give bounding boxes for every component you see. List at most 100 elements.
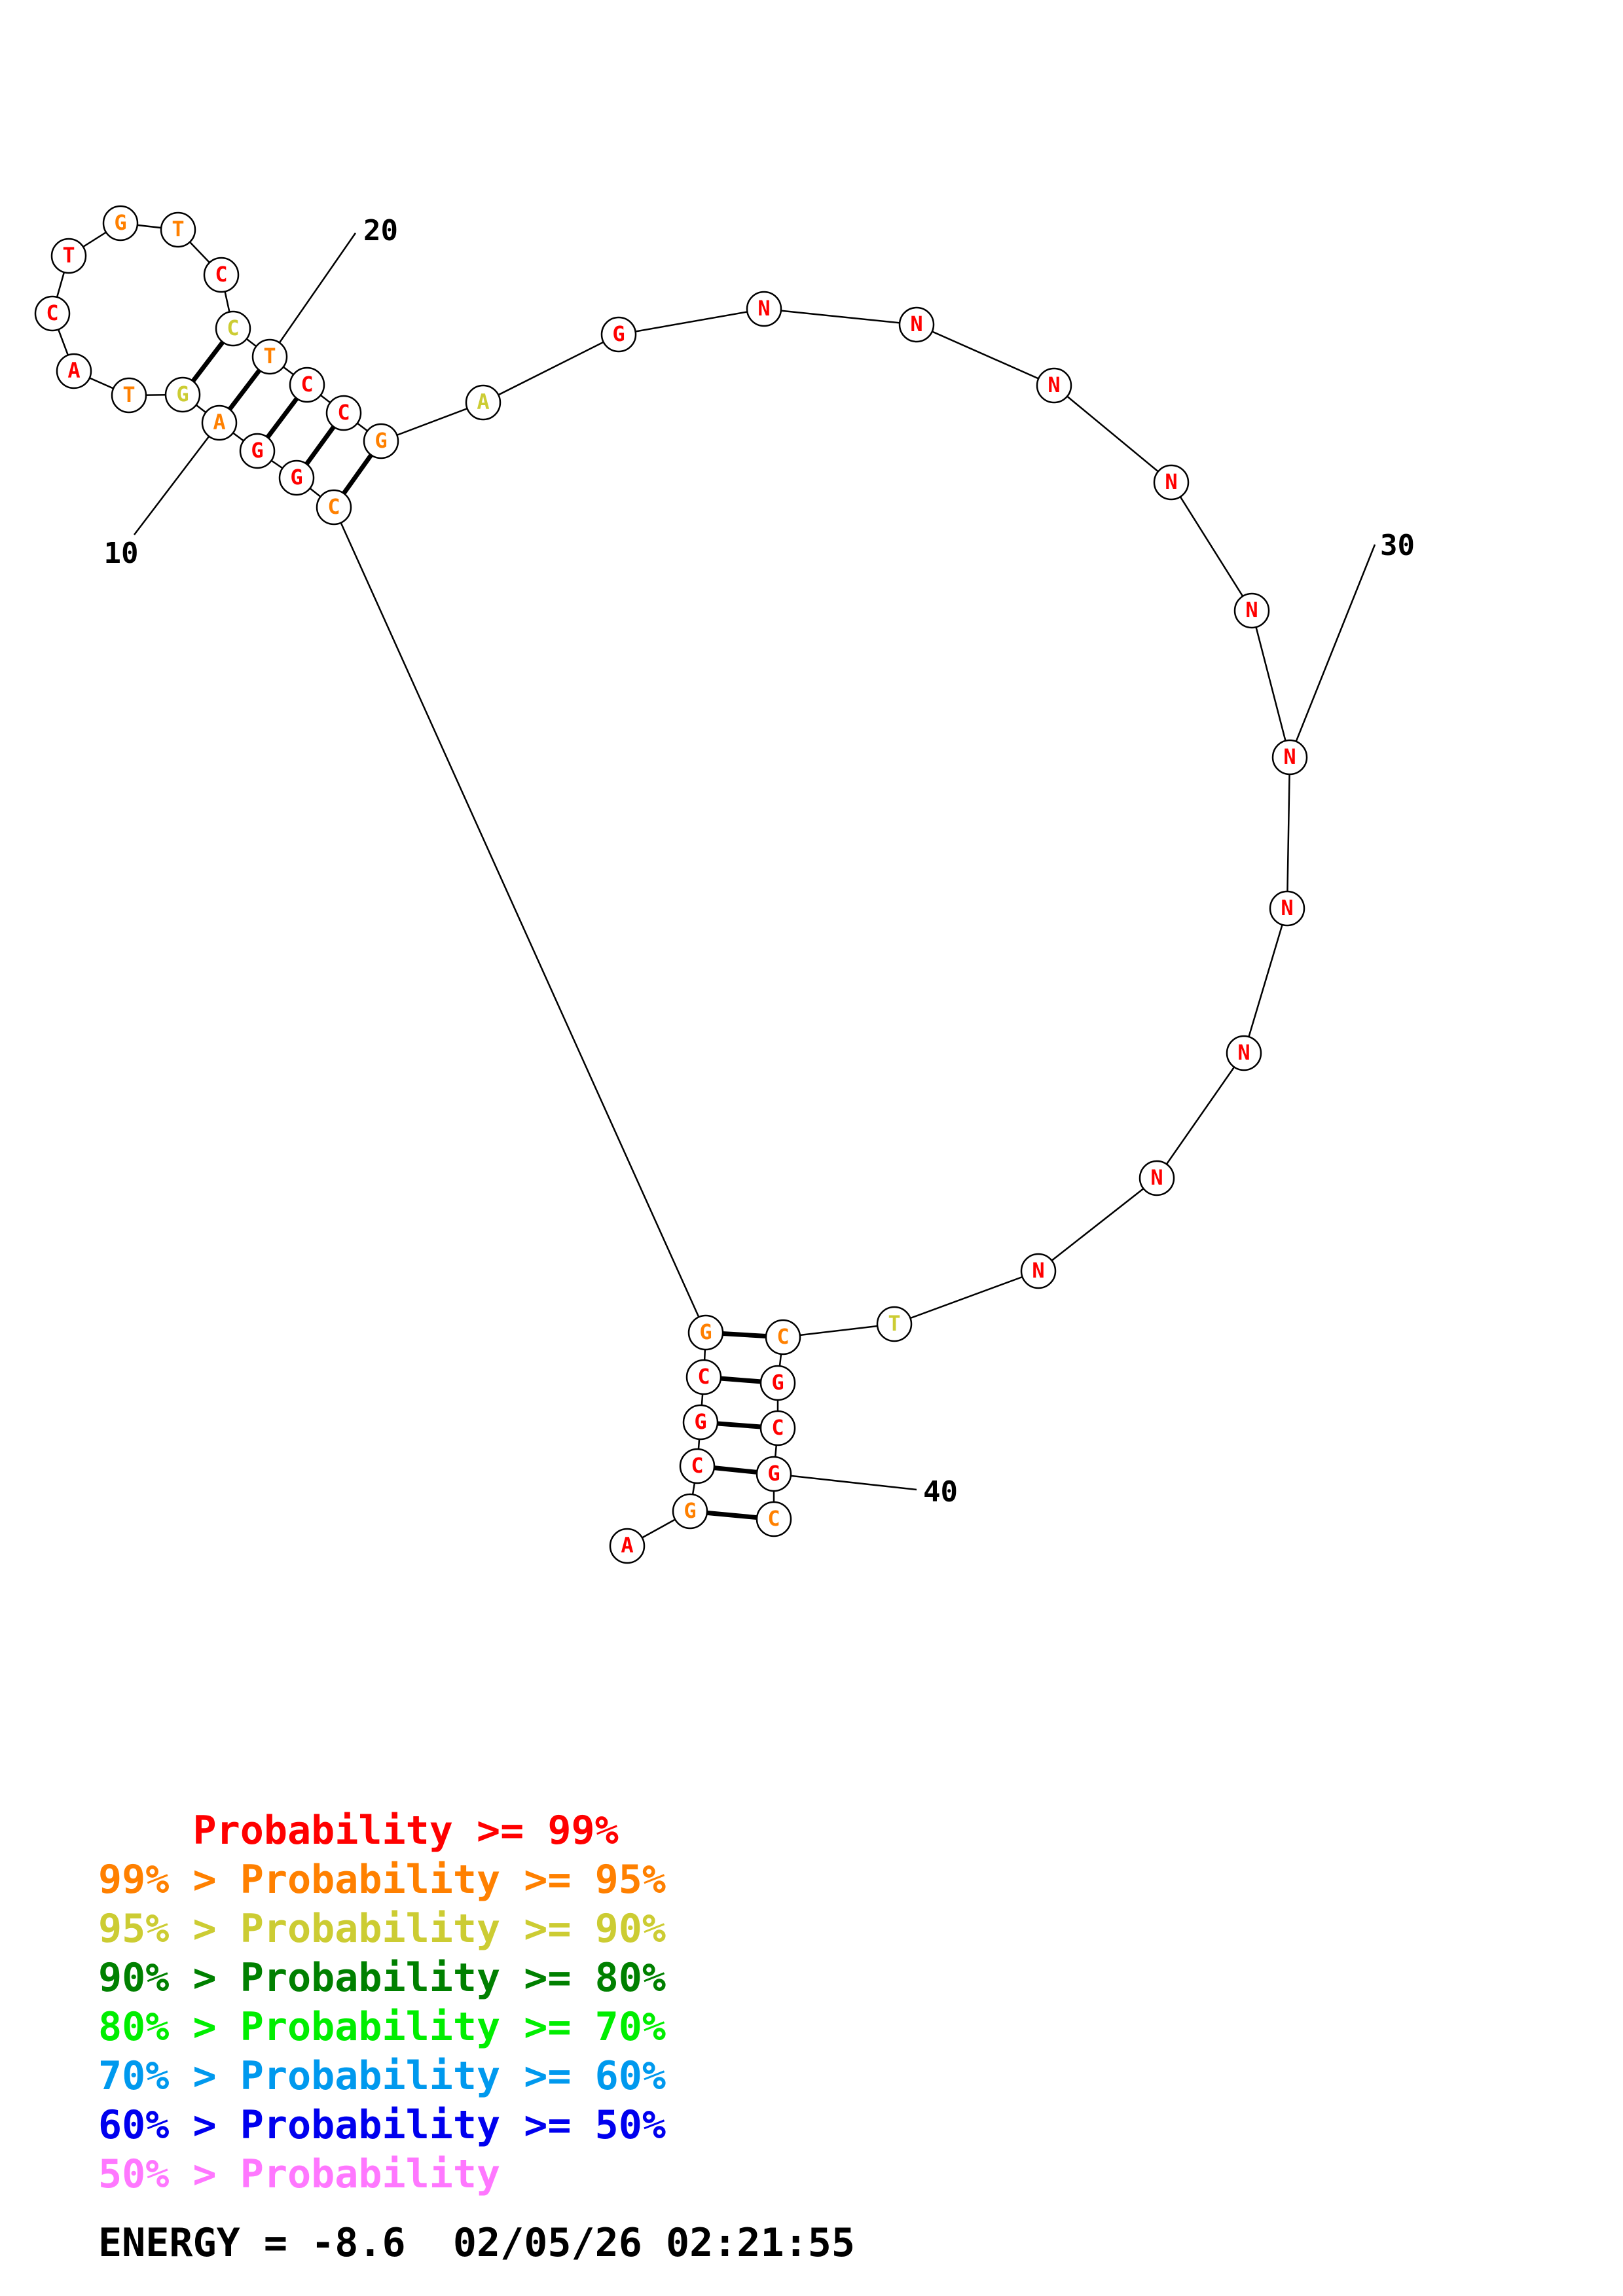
nucleotide-base: G xyxy=(612,321,625,346)
nucleotide-base: T xyxy=(122,382,135,407)
nucleotide-base: C xyxy=(227,315,239,340)
nucleotide-circle xyxy=(289,367,325,403)
nucleotide: C xyxy=(325,395,362,431)
nucleotide-circle xyxy=(164,376,201,413)
nucleotide-base: N xyxy=(910,312,922,336)
nucleotide: N xyxy=(1139,1160,1175,1196)
backbone-segment xyxy=(1250,610,1291,758)
nucleotide: A xyxy=(609,1528,646,1564)
nucleotide-base: G xyxy=(176,382,189,406)
nucleotide: T xyxy=(876,1306,913,1342)
backbone-segment xyxy=(483,333,619,404)
nucleotide-base: C xyxy=(767,1506,780,1531)
nucleotide: C xyxy=(679,1448,716,1484)
nucleotide-base: G xyxy=(694,1409,706,1434)
position-tick-line xyxy=(1288,544,1376,758)
nucleotide-base: N xyxy=(1165,469,1177,494)
nucleotide-base: A xyxy=(213,410,225,435)
nucleotide-circle xyxy=(160,211,196,248)
nucleotide-circle xyxy=(363,423,399,459)
legend-row: 99% > Probability >= 95% xyxy=(98,1856,666,1905)
backbone-segment xyxy=(782,1323,895,1338)
nucleotide: N xyxy=(1271,739,1308,776)
nucleotide-base: C xyxy=(46,300,58,325)
legend-row: 95% > Probability >= 90% xyxy=(98,1905,666,1954)
nucleotide-circle xyxy=(239,433,276,469)
nucleotide-circle xyxy=(759,1410,796,1446)
nucleotide-base: C xyxy=(337,400,350,425)
legend-row: Probability >= 99% xyxy=(98,1806,666,1856)
nucleotide: A xyxy=(465,384,501,421)
nucleotide: A xyxy=(201,404,238,441)
probability-legend: Probability >= 99% 99% > Probability >= 9… xyxy=(98,1806,666,2199)
nucleotide-base: C xyxy=(776,1324,789,1349)
position-tick-line xyxy=(134,422,220,535)
nucleotide-base: A xyxy=(67,358,80,383)
backbone-segment xyxy=(333,507,707,1333)
nucleotide-circle xyxy=(203,257,240,293)
position-label: 20 xyxy=(363,214,398,247)
nucleotide: N xyxy=(1036,367,1072,404)
nucleotide-base: N xyxy=(1150,1165,1163,1190)
position-ticks: 10 20 30 40 xyxy=(104,214,1415,1509)
energy-footer: ENERGY = -8.6 02/05/26 02:21:55 xyxy=(98,2220,855,2266)
nucleotide: C xyxy=(215,310,251,347)
nucleotide-base: C xyxy=(215,262,227,287)
nucleotide: T xyxy=(111,377,147,414)
legend-row: 70% > Probability >= 60% xyxy=(98,2052,666,2101)
legend-row: 90% > Probability >= 80% xyxy=(98,1954,666,2003)
nucleotide: G xyxy=(102,205,139,242)
nucleotide: T xyxy=(160,211,196,248)
legend-prefix: 60% > xyxy=(98,2102,240,2148)
nucleotide-circle xyxy=(898,306,935,343)
nucleotide: G xyxy=(759,1365,796,1401)
nucleotide-circle xyxy=(34,295,71,332)
nucleotide-circle xyxy=(1020,1253,1057,1289)
backbone-segment xyxy=(1243,908,1288,1054)
nucleotide-circle xyxy=(672,1493,708,1530)
nucleotide: N xyxy=(1233,592,1270,629)
nucleotide-base: G xyxy=(771,1370,784,1395)
nucleotide-base: G xyxy=(699,1319,712,1344)
position-tick-line xyxy=(268,232,357,357)
legend-text: Probability >= 80% xyxy=(240,1955,666,2001)
legend-text: Probability >= 70% xyxy=(240,2004,666,2050)
nucleotide: N xyxy=(1153,464,1190,501)
energy-value: ENERGY = -8.6 xyxy=(98,2220,406,2266)
nucleotide-circle xyxy=(1139,1160,1175,1196)
nucleotide: N xyxy=(1020,1253,1057,1289)
nucleotide-base: G xyxy=(767,1461,780,1486)
nucleotide-circle xyxy=(1153,464,1190,501)
nucleotide-circle xyxy=(600,316,637,353)
nucleotide-circle xyxy=(111,377,147,414)
nucleotide: C xyxy=(756,1501,792,1537)
nucleotide: N xyxy=(746,291,782,327)
nucleotide-base: N xyxy=(1048,372,1060,397)
nucleotide-circle xyxy=(201,404,238,441)
legend-text: Probability >= 60% xyxy=(240,2053,666,2099)
nucleotide-circle xyxy=(325,395,362,431)
legend-row: 60% > Probability >= 50% xyxy=(98,2101,666,2150)
nucleotide: G xyxy=(239,433,276,469)
nucleotide-circle xyxy=(278,459,315,496)
nucleotide-base: N xyxy=(757,296,770,321)
nucleotide-circle xyxy=(759,1365,796,1401)
nucleotide: N xyxy=(1269,890,1305,927)
nucleotide: T xyxy=(50,238,87,274)
legend-prefix: 70% > xyxy=(98,2053,240,2099)
nucleotide: G xyxy=(756,1456,792,1492)
nucleotide-circle xyxy=(1233,592,1270,629)
nucleotide-circle xyxy=(465,384,501,421)
legend-text: Probability >= 99% xyxy=(192,1808,619,1854)
nucleotide: C xyxy=(203,257,240,293)
backbone-segment xyxy=(763,308,917,326)
nucleotide-circle xyxy=(687,1314,724,1351)
backbone-lines xyxy=(51,222,1291,1547)
nucleotide-base: G xyxy=(251,438,263,463)
nucleotide: G xyxy=(164,376,201,413)
legend-prefix: 80% > xyxy=(98,2004,240,2050)
timestamp: 02/05/26 02:21:55 xyxy=(452,2220,855,2266)
nucleotide-base: N xyxy=(1245,598,1258,622)
nucleotide: A xyxy=(56,353,92,389)
legend-prefix xyxy=(98,1808,193,1854)
